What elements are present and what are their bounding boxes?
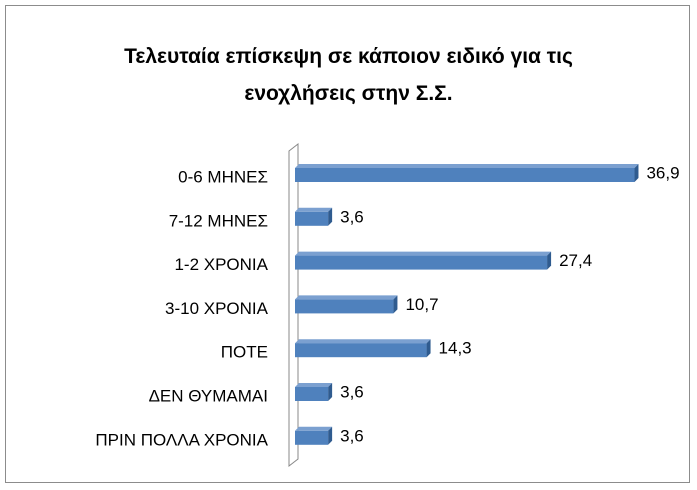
- bar: [295, 430, 329, 445]
- value-label: 3,6: [340, 207, 364, 226]
- category-label: ΔΕΝ ΘΥΜΑΜΑΙ: [149, 386, 268, 405]
- bar-side: [426, 339, 431, 358]
- bar-top: [295, 295, 398, 300]
- bar: [295, 343, 427, 358]
- bar: [295, 255, 548, 270]
- bar-side: [328, 207, 333, 226]
- bar-side: [328, 426, 333, 445]
- bar: [295, 211, 329, 226]
- category-label: 7-12 ΜΗΝΕΣ: [169, 211, 268, 230]
- category-label: ΠΟΤΕ: [221, 343, 268, 362]
- bar-side: [328, 383, 333, 401]
- bar-top: [295, 339, 431, 344]
- category-label: 3-10 ΧΡΟΝΙΑ: [165, 299, 269, 318]
- value-label: 10,7: [405, 295, 438, 314]
- category-label: ΠΡΙΝ ΠΟΛΛΑ ΧΡΟΝΙΑ: [95, 430, 268, 449]
- bar-side: [393, 295, 398, 314]
- bar: [295, 299, 394, 314]
- category-label: 0-6 ΜΗΝΕΣ: [178, 167, 268, 186]
- value-label: 36,9: [646, 163, 679, 182]
- bar-top: [295, 426, 333, 431]
- chart: 0-6 ΜΗΝΕΣ 36,9 7-12 ΜΗΝΕΣ 3,6 1-2 ΧΡΟΝΙΑ 27,4…: [95, 142, 680, 468]
- chart-title: Τελευταία επίσκεψη σε κάποιον ειδικό για…: [124, 45, 573, 105]
- bar-top: [295, 383, 333, 387]
- bar-top: [295, 251, 552, 256]
- bar: [295, 387, 329, 401]
- bar: [295, 168, 635, 182]
- value-label: 3,6: [340, 382, 364, 401]
- bar-top: [295, 164, 639, 168]
- bar-side: [634, 164, 639, 182]
- bar-side: [547, 251, 552, 270]
- value-label: 3,6: [340, 426, 364, 445]
- category-label: 1-2 ΧΡΟΝΙΑ: [174, 255, 268, 274]
- value-label: 14,3: [439, 339, 472, 358]
- chart-frame: Τελευταία επίσκεψη σε κάποιον ειδικό για…: [5, 5, 690, 483]
- value-label: 27,4: [559, 251, 592, 270]
- bar-top: [295, 207, 333, 212]
